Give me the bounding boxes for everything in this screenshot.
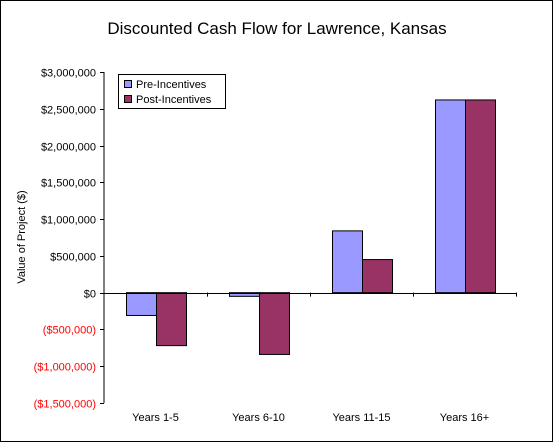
chart-title: Discounted Cash Flow for Lawrence, Kansa…: [107, 19, 446, 38]
legend-swatch-pre-incentives: [124, 80, 132, 88]
y-tick-label: $2,500,000: [41, 105, 96, 117]
bar-post-incentives-4: [465, 99, 496, 294]
plot-area: $3,000,000 $2,500,000 $2,000,000 $1,500,000…: [34, 68, 517, 424]
bar-post-incentives-2: [259, 292, 290, 355]
y-axis-label: Value of Project ($): [16, 190, 28, 283]
y-tick-label: $0: [84, 289, 96, 301]
y-tick-label: $1,500,000: [41, 178, 96, 190]
y-tick-label: ($500,000): [43, 325, 96, 337]
y-tick-label: $3,000,000: [41, 68, 96, 80]
legend-label-post-incentives: Post-Incentives: [136, 94, 212, 106]
x-tick-label: Years 11-15: [332, 412, 390, 424]
bar-pre-incentives-4: [435, 99, 466, 294]
legend-label-pre-incentives: Pre-Incentives: [136, 79, 207, 91]
bar-post-incentives-3: [362, 259, 393, 294]
bar-post-incentives-1: [156, 292, 187, 347]
bar-pre-incentives-3: [332, 230, 363, 294]
x-tick-label: Years 1-5: [132, 412, 179, 424]
y-tick-label: $2,000,000: [41, 142, 96, 154]
legend-box: [118, 74, 226, 109]
legend: Pre-Incentives Post-Incentives: [118, 74, 226, 109]
y-tick-label: ($1,500,000): [34, 399, 96, 411]
y-tick-label: ($1,000,000): [34, 362, 96, 374]
y-tick-label: $1,000,000: [41, 215, 96, 227]
y-tick-label: $500,000: [50, 252, 96, 264]
x-tick-label: Years 16+: [440, 412, 489, 424]
x-tick-label: Years 6-10: [232, 412, 285, 424]
bar-pre-incentives-1: [126, 292, 157, 316]
legend-swatch-post-incentives: [124, 95, 132, 103]
